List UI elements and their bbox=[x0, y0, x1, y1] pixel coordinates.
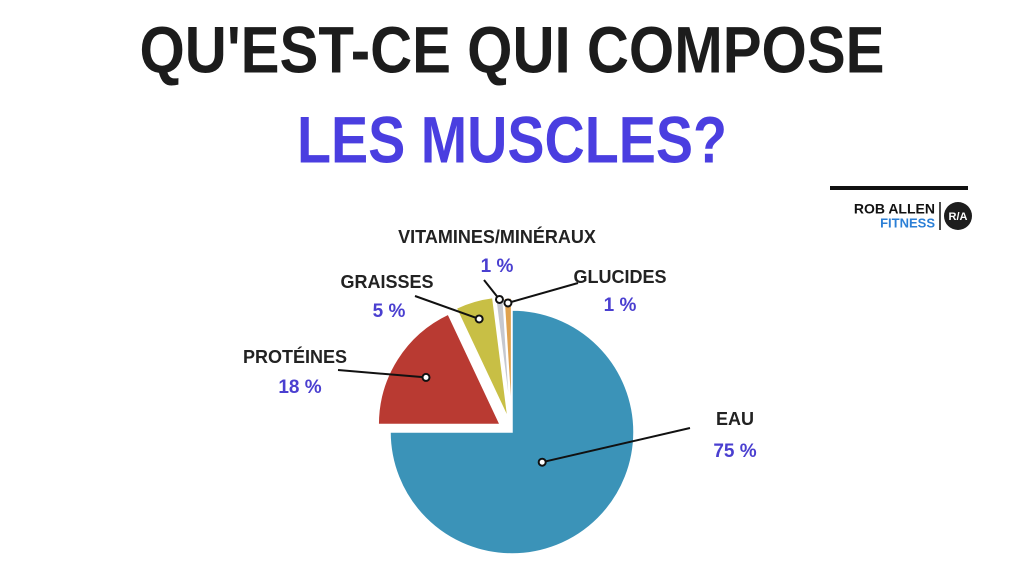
pie-slice bbox=[389, 309, 635, 555]
brand-tagline: FITNESS bbox=[880, 215, 935, 230]
leader-line bbox=[541, 427, 691, 464]
slice-label: GRAISSES bbox=[340, 272, 433, 292]
slice-value-label: 5 % bbox=[373, 301, 406, 322]
leader-line bbox=[414, 295, 480, 320]
brand-name: ROB ALLEN bbox=[854, 201, 935, 217]
brand-logo-text: R/A bbox=[949, 211, 968, 223]
slice-value-label: 75 % bbox=[713, 441, 756, 462]
leader-dot bbox=[494, 294, 504, 304]
slice-label: GLUCIDES bbox=[573, 267, 666, 287]
leader-dot bbox=[421, 372, 431, 382]
brand: ROB ALLEN FITNESS R/A bbox=[830, 186, 972, 230]
pie bbox=[377, 293, 635, 555]
slice-value-label: 18 % bbox=[278, 377, 321, 398]
leader-line bbox=[337, 369, 427, 379]
slice-label: EAU bbox=[716, 409, 754, 429]
pie-slice bbox=[377, 313, 502, 426]
pie-slice bbox=[503, 297, 513, 421]
leader-dot bbox=[537, 457, 547, 467]
pie-slice bbox=[455, 296, 509, 419]
brand-logo bbox=[944, 202, 972, 230]
slice-value-label: 1 % bbox=[481, 256, 514, 277]
leader-dot bbox=[474, 314, 484, 324]
leader-dot bbox=[503, 298, 513, 308]
chart-subtitle: LES MUSCLES? bbox=[297, 102, 727, 176]
slice-label: PROTÉINES bbox=[243, 346, 347, 367]
chart-title: QU'EST-CE QUI COMPOSE bbox=[140, 12, 885, 86]
slice-label: VITAMINES/MINÉRAUX bbox=[398, 226, 596, 247]
leader-line bbox=[507, 282, 579, 304]
slice-value-label: 1 % bbox=[604, 295, 637, 316]
